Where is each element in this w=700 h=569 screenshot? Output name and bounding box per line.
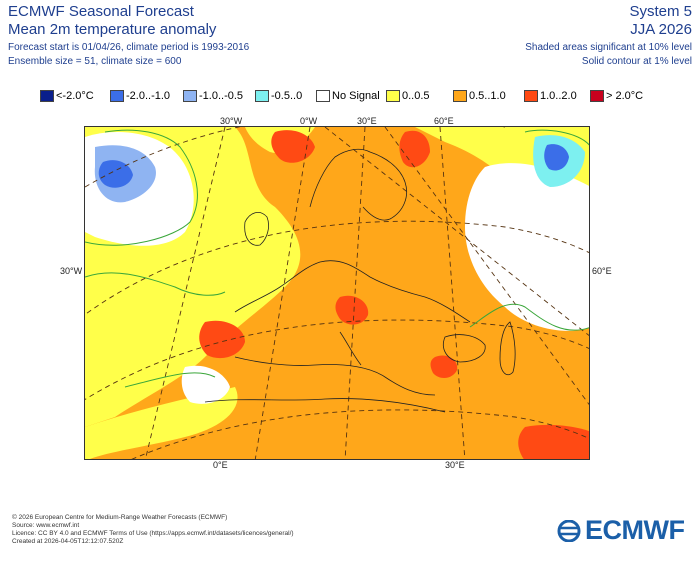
footer-copyright: © 2026 European Centre for Medium-Range …: [12, 514, 294, 522]
temperature-anomaly-map: [84, 126, 590, 460]
legend-item: -2.0..-1.0: [110, 88, 170, 104]
legend-item: > 2.0°C: [590, 88, 643, 104]
lon-label-bottom: 0°E: [213, 460, 228, 470]
map-title: ECMWF Seasonal Forecast: [8, 3, 194, 21]
lon-label-top: 30°E: [357, 116, 377, 126]
legend-item: 0.5..1.0: [453, 88, 506, 104]
lon-label-top: 30°W: [220, 116, 242, 126]
period-label: JJA 2026: [630, 21, 692, 39]
legend-swatch: [386, 90, 400, 102]
legend-swatch: [183, 90, 197, 102]
legend-label: > 2.0°C: [606, 90, 643, 102]
legend-item: 1.0..2.0: [524, 88, 577, 104]
lon-label-bottom: 30°E: [445, 460, 465, 470]
legend-label: No Signal: [332, 90, 380, 102]
legend-swatch: [255, 90, 269, 102]
logo-text: ECMWF: [585, 515, 684, 546]
legend-swatch: [110, 90, 124, 102]
legend-item: 0..0.5: [386, 88, 430, 104]
forecast-info: Forecast start is 01/04/26, climate peri…: [8, 41, 249, 54]
legend-swatch: [316, 90, 330, 102]
legend-item: No Signal: [316, 88, 380, 104]
ecmwf-logo: ECMWF: [556, 515, 684, 546]
legend-label: -1.0..-0.5: [199, 90, 243, 102]
legend-label: -2.0..-1.0: [126, 90, 170, 102]
legend-swatch: [524, 90, 538, 102]
lat-label-right: 60°E: [592, 266, 612, 276]
map-subtitle: Mean 2m temperature anomaly: [8, 21, 216, 39]
lon-label-top: 0°W: [300, 116, 317, 126]
legend-label: 0.5..1.0: [469, 90, 506, 102]
legend-item: <-2.0°C: [40, 88, 94, 104]
legend-swatch: [40, 90, 54, 102]
copyright-footer: © 2026 European Centre for Medium-Range …: [12, 514, 294, 546]
contour-note: Solid contour at 1% level: [582, 55, 692, 68]
footer-created: Created at 2026-04-05T12:12:07.520Z: [12, 538, 294, 546]
legend-label: 1.0..2.0: [540, 90, 577, 102]
legend-label: -0.5..0: [271, 90, 302, 102]
footer-licence: Licence: CC BY 4.0 and ECMWF Terms of Us…: [12, 530, 294, 538]
system-label: System 5: [629, 3, 692, 21]
legend-label: 0..0.5: [402, 90, 430, 102]
logo-mark-icon: [556, 520, 582, 542]
lat-label-left: 30°W: [60, 266, 82, 276]
legend-swatch: [453, 90, 467, 102]
anomaly-warm-southeast: [518, 425, 590, 460]
legend-item: -0.5..0: [255, 88, 302, 104]
footer-source: Source: www.ecmwf.int: [12, 522, 294, 530]
legend-item: -1.0..-0.5: [183, 88, 243, 104]
legend-label: <-2.0°C: [56, 90, 94, 102]
significance-note: Shaded areas significant at 10% level: [525, 41, 692, 54]
color-legend: <-2.0°C -2.0..-1.0 -1.0..-0.5 -0.5..0 No…: [40, 88, 680, 106]
legend-swatch: [590, 90, 604, 102]
lon-label-top: 60°E: [434, 116, 454, 126]
ensemble-info: Ensemble size = 51, climate size = 600: [8, 55, 181, 68]
